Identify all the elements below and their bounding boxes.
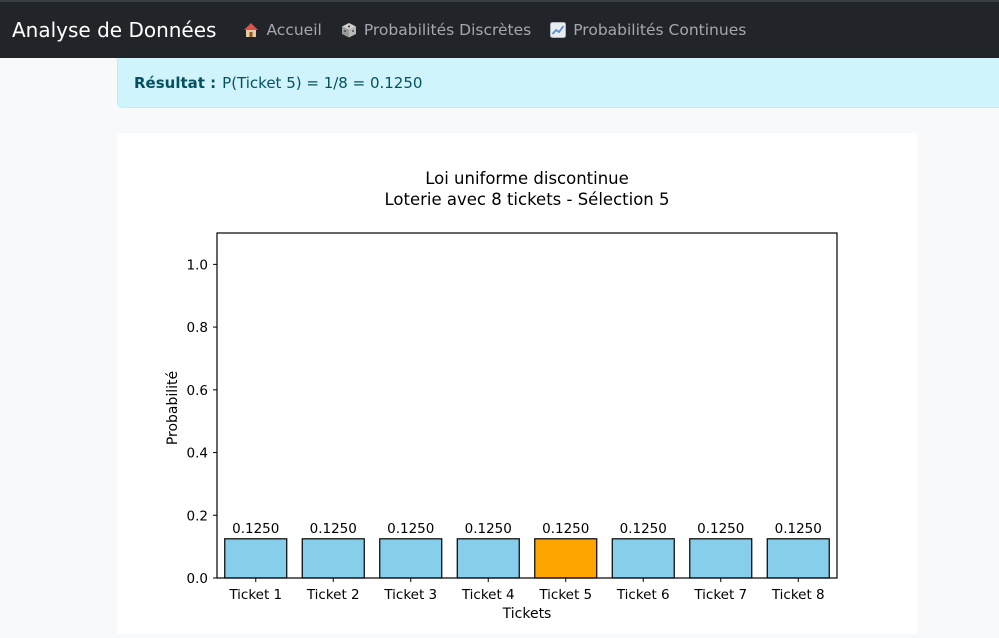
chart-title: Loi uniforme discontinue [425, 169, 629, 188]
bar-value-label: 0.1250 [232, 521, 279, 537]
nav-item-label: Probabilités Continues [573, 21, 747, 39]
result-alert: Résultat : P(Ticket 5) = 1/8 = 0.1250 [117, 58, 999, 108]
navbar: Analyse de Données Accueil Probabilités … [0, 0, 999, 58]
nav-item-label: Accueil [266, 21, 322, 39]
brand[interactable]: Analyse de Données [12, 18, 217, 42]
result-label: Résultat : [134, 73, 217, 92]
bar-value-label: 0.1250 [465, 521, 512, 537]
nav-item-label: Probabilités Discrètes [363, 21, 532, 39]
y-tick-label: 0.4 [187, 446, 208, 462]
chart-card: Loi uniforme discontinue Loterie avec 8 … [117, 133, 917, 634]
x-tick-label: Ticket 4 [461, 587, 515, 603]
chart-increasing-icon [550, 22, 567, 38]
bar [301, 538, 365, 579]
plot-frame [216, 232, 838, 579]
x-tick-label: Ticket 7 [693, 587, 747, 603]
house-icon [244, 23, 259, 37]
bar [456, 538, 520, 579]
bar [379, 538, 443, 579]
x-tick-label: Ticket 1 [228, 587, 282, 603]
y-tick-label: 0.8 [187, 320, 208, 336]
x-tick-label: Ticket 6 [616, 587, 670, 603]
x-tick-label: Ticket 2 [306, 587, 360, 603]
bar-value-label: 0.1250 [542, 521, 589, 537]
bar-value-label: 0.1250 [697, 521, 744, 537]
x-axis-label: Tickets [502, 606, 552, 622]
chart-subtitle: Loterie avec 8 tickets - Sélection 5 [384, 190, 669, 209]
bar [766, 538, 830, 579]
y-axis-label: Probabilité [165, 371, 181, 445]
x-tick-label: Ticket 3 [383, 587, 437, 603]
bar [224, 538, 288, 579]
result-text: P(Ticket 5) = 1/8 = 0.1250 [222, 73, 423, 92]
y-tick-label: 0.6 [187, 383, 208, 399]
plot-area: 0.1250 Ticket 1 0.1250 Ticket 2 0.1250 Ticket… [187, 232, 838, 603]
die-icon [341, 23, 356, 38]
bar-value-label: 0.1250 [620, 521, 667, 537]
bar-chart: Loi uniforme discontinue Loterie avec 8 … [165, 169, 838, 622]
y-tick-label: 0.2 [187, 508, 208, 524]
bar-value-label: 0.1250 [775, 521, 822, 537]
y-tick-label: 1.0 [187, 257, 208, 273]
bar-value-label: 0.1250 [310, 521, 357, 537]
nav-item-discretes[interactable]: Probabilités Discrètes [340, 21, 531, 39]
nav-item-continues[interactable]: Probabilités Continues [549, 21, 746, 39]
bar [534, 538, 598, 579]
x-tick-label: Ticket 8 [771, 587, 825, 603]
x-tick-label: Ticket 5 [538, 587, 592, 603]
nav-item-accueil[interactable]: Accueil [242, 21, 322, 39]
bar [611, 538, 675, 579]
bar [689, 538, 753, 579]
y-tick-label: 0.0 [187, 571, 208, 587]
bar-value-label: 0.1250 [387, 521, 434, 537]
